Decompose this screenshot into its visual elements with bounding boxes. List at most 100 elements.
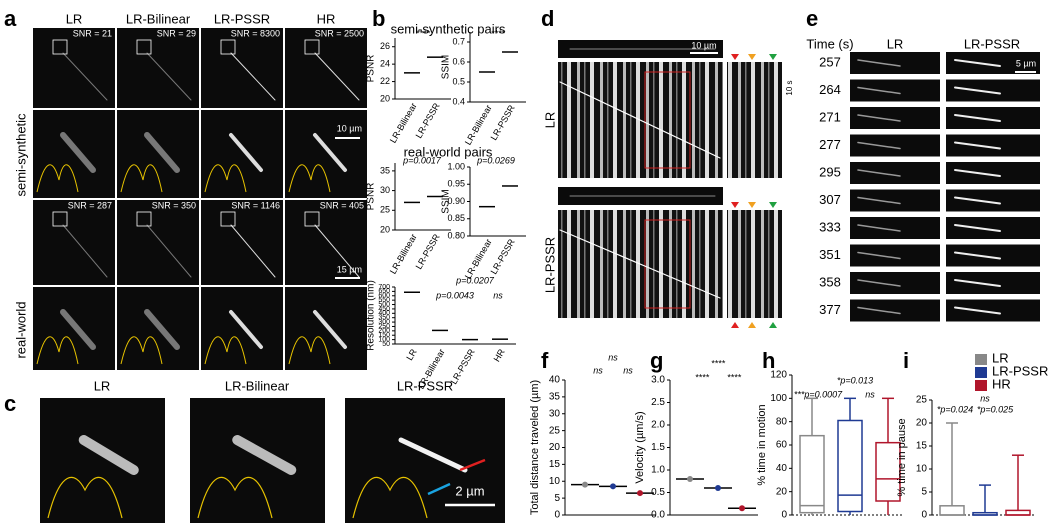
y-tick-label: 22 [380,76,390,86]
y-tick-label: 2.5 [651,397,665,408]
y-tick-label: 40 [776,463,788,474]
y-axis-label: % time in motion [756,404,768,485]
micrograph [946,79,1040,102]
significance-label: ns [593,365,603,375]
structure [62,52,108,101]
y-tick-label: 550 [378,297,390,304]
panel-letter: h [762,348,775,373]
structure [313,310,347,349]
roi-box [52,211,68,227]
time-label: 358 [819,274,841,289]
structure [954,59,1001,67]
micrograph [946,52,1040,74]
micrograph [946,162,1040,184]
significance-label: *p=0.024 [937,404,973,414]
column-label: LR [94,378,111,393]
structure [229,133,263,172]
mean-dot [637,490,643,497]
micrograph [850,189,940,212]
significance-label: *p=0.013 [837,375,873,385]
scale-label: 10 µm [691,40,716,50]
x-tick-label: LR-PSSR [449,347,477,386]
y-tick-label: 15 [549,459,561,470]
mean-dot [582,481,588,488]
y-tick-label: 35 [380,165,390,175]
y-tick-label: 0.5 [452,76,465,86]
micrograph [201,110,283,198]
y-tick-label: 20 [380,93,390,103]
structure [857,141,901,150]
structure [857,279,901,287]
scale-label: 2 µm [455,483,484,498]
y-tick-label: 20 [380,224,390,234]
significance-label: p=0.0207 [455,275,495,285]
box [799,434,825,514]
structure [954,279,1001,287]
structure [559,229,721,299]
mean-dot [610,483,616,490]
structure [146,52,192,101]
box [837,419,863,513]
structure [60,309,96,350]
roi-box [52,39,68,55]
y-tick-label: 600 [378,293,390,300]
micrograph [850,162,940,184]
significance-label: ns [623,365,633,375]
snr-label: SNR = 1146 [231,200,280,210]
intensity-profile [120,164,163,193]
y-tick-label: 0.80 [447,230,465,240]
y-tick-label: 0.7 [452,36,465,46]
y-tick-label: 1.00 [447,161,465,171]
panel-letter: c [4,391,16,416]
intensity-profile [288,336,331,365]
structure [559,81,721,159]
significance-label: **** [711,358,726,368]
roi-box [220,39,236,55]
y-tick-label: 5 [921,487,927,498]
y-tick-label: 10 [916,464,928,475]
significance-label: **** [695,372,710,382]
y-tick-label: 500 [378,301,390,308]
y-tick-label: 0 [921,510,927,521]
intensity-profile [204,164,247,193]
box [875,441,901,502]
x-tick-label: LR-Bilinear [388,232,419,276]
y-tick-label: 450 [378,306,390,313]
structure [857,224,901,232]
x-tick-label: LR [404,347,419,362]
micrograph [850,52,940,74]
marker-arrow [748,322,756,328]
column-label: LR-PSSR [397,378,453,393]
significance-label: ns [608,352,618,362]
time-label: 277 [819,137,841,152]
significance-label: *p=0.025 [977,404,1014,414]
time-label: 307 [819,192,841,207]
arrow [427,482,451,496]
micrograph [850,134,940,157]
structure [314,224,360,278]
scale-label: 5 µm [1016,58,1036,68]
y-axis-label: PSNR [366,183,377,211]
intensity-profile [197,476,273,519]
roi-box [304,39,320,55]
time-label: 333 [819,219,841,234]
structure [954,306,1001,315]
y-axis-label: SSIM [441,55,452,79]
structure [230,224,276,278]
x-tick-label: LR-Bilinear [388,101,419,145]
mean-dot [739,505,745,512]
y-axis-label: % time in pause [896,418,908,496]
significance-label: **** [416,28,431,38]
structure [857,114,901,122]
marker-arrow [731,202,739,208]
legend-label: LR [992,350,1009,365]
y-axis-label: Velocity (µm/s) [634,411,646,483]
column-label: LR-PSSR [214,11,270,26]
time-label: 295 [819,164,841,179]
column-label: HR [317,11,336,26]
y-tick-label: 100 [378,336,390,343]
y-tick-label: 35 [549,392,561,403]
y-tick-label: 15 [916,441,928,452]
intensity-profile [47,476,123,519]
